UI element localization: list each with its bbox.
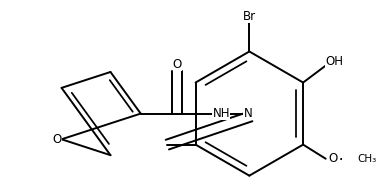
Text: N: N	[244, 107, 252, 120]
Text: O: O	[53, 133, 62, 146]
Text: O: O	[328, 152, 337, 165]
Text: Br: Br	[243, 10, 256, 23]
Text: CH₃: CH₃	[357, 154, 376, 164]
Text: O: O	[173, 58, 182, 71]
Text: NH: NH	[213, 107, 230, 120]
Text: OH: OH	[325, 55, 343, 68]
